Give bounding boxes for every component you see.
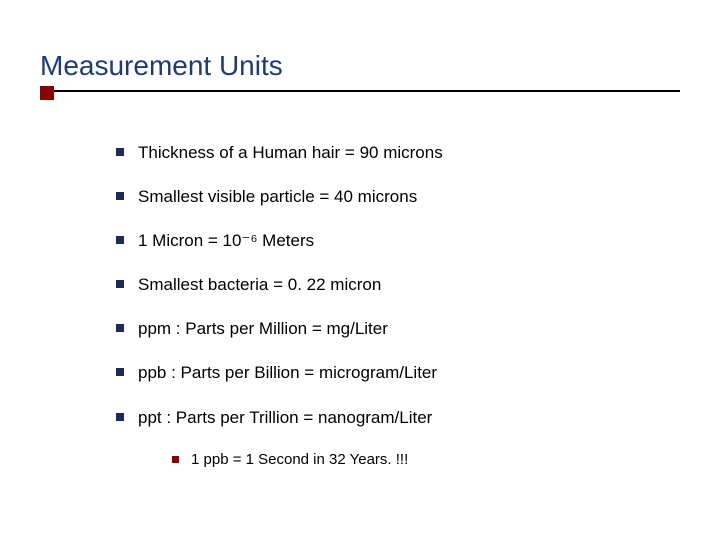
bullet-text: ppb : Parts per Billion = microgram/Lite…: [138, 362, 437, 384]
bullet-text: Smallest bacteria = 0. 22 micron: [138, 274, 381, 296]
sub-bullet-marker-icon: [172, 456, 179, 463]
sub-list-item: 1 ppb = 1 Second in 32 Years. !!!: [172, 451, 680, 468]
list-item: ppm : Parts per Million = mg/Liter: [116, 318, 680, 340]
bullet-text: Thickness of a Human hair = 90 microns: [138, 142, 443, 164]
slide-container: Measurement Units Thickness of a Human h…: [0, 0, 720, 508]
bullet-text: Smallest visible particle = 40 microns: [138, 186, 417, 208]
bullet-marker-icon: [116, 280, 124, 288]
bullet-text: 1 Micron = 10⁻⁶ Meters: [138, 230, 314, 252]
bullet-text: ppm : Parts per Million = mg/Liter: [138, 318, 388, 340]
bullet-marker-icon: [116, 148, 124, 156]
title-underline: [40, 90, 680, 92]
bullet-marker-icon: [116, 413, 124, 421]
bullet-list: Thickness of a Human hair = 90 microns S…: [40, 142, 680, 429]
list-item: Smallest visible particle = 40 microns: [116, 186, 680, 208]
bullet-marker-icon: [116, 368, 124, 376]
title-section: Measurement Units: [40, 50, 680, 92]
list-item: ppb : Parts per Billion = microgram/Lite…: [116, 362, 680, 384]
list-item: Smallest bacteria = 0. 22 micron: [116, 274, 680, 296]
bullet-marker-icon: [116, 236, 124, 244]
bullet-marker-icon: [116, 192, 124, 200]
list-item: ppt : Parts per Trillion = nanogram/Lite…: [116, 407, 680, 429]
sub-bullet-list: 1 ppb = 1 Second in 32 Years. !!!: [40, 451, 680, 468]
list-item: 1 Micron = 10⁻⁶ Meters: [116, 230, 680, 252]
sub-bullet-text: 1 ppb = 1 Second in 32 Years. !!!: [191, 451, 408, 468]
accent-square-icon: [40, 86, 54, 100]
bullet-marker-icon: [116, 324, 124, 332]
bullet-text: ppt : Parts per Trillion = nanogram/Lite…: [138, 407, 432, 429]
slide-title: Measurement Units: [40, 50, 680, 82]
list-item: Thickness of a Human hair = 90 microns: [116, 142, 680, 164]
